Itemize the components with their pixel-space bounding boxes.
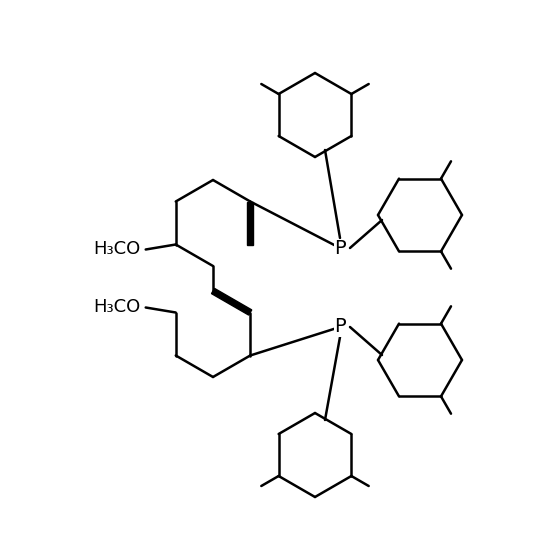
- Text: P: P: [334, 317, 346, 336]
- Text: H₃CO: H₃CO: [93, 299, 140, 316]
- Polygon shape: [247, 201, 253, 244]
- Text: P: P: [334, 238, 346, 258]
- Text: H₃CO: H₃CO: [93, 241, 140, 258]
- Polygon shape: [211, 289, 252, 315]
